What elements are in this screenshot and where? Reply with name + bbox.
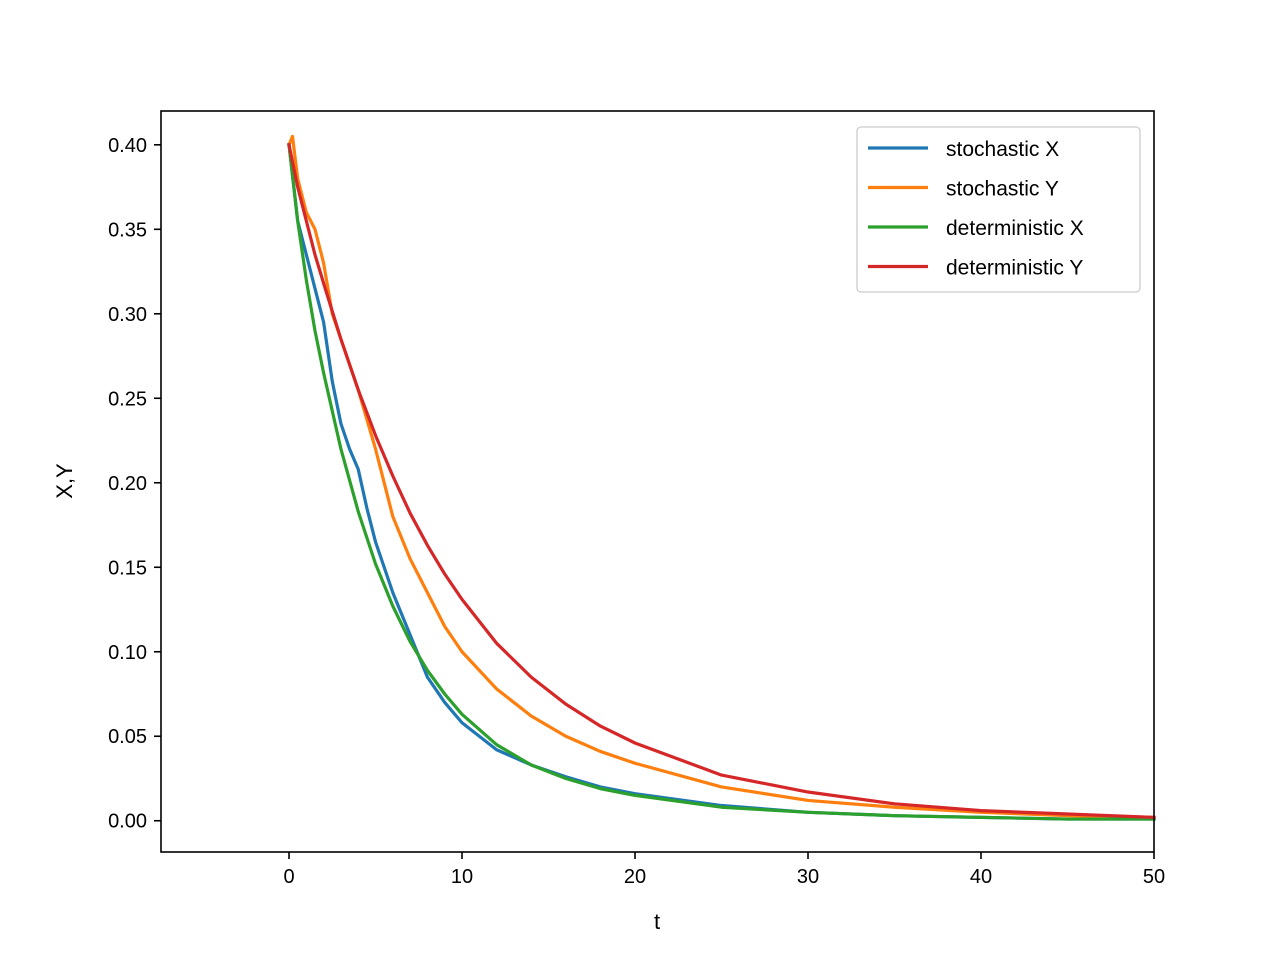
y-tick-label: 0.00 bbox=[108, 811, 147, 833]
y-tick-label: 0.40 bbox=[108, 135, 147, 157]
y-axis: 0.00 0.05 0.10 0.15 0.20 0.25 0.30 0.35 0.40 bbox=[108, 135, 161, 833]
x-tick-label: 40 bbox=[970, 866, 992, 888]
legend-label-1: stochastic Y bbox=[946, 178, 1059, 201]
series-layer bbox=[286, 134, 1156, 821]
x-axis-label: t bbox=[654, 909, 660, 934]
x-tick-label: 50 bbox=[1143, 866, 1165, 888]
y-tick-label: 0.25 bbox=[108, 388, 147, 410]
plot-frame bbox=[160, 110, 1155, 853]
x-axis: 0 10 20 30 40 50 bbox=[283, 852, 1165, 888]
legend-label-3: deterministic Y bbox=[946, 257, 1083, 280]
y-tick-label: 0.30 bbox=[108, 304, 147, 326]
series-line-2 bbox=[287, 143, 1156, 821]
x-tick-label: 0 bbox=[283, 866, 294, 888]
legend-box bbox=[856, 126, 1141, 293]
y-tick-label: 0.05 bbox=[108, 726, 147, 748]
y-axis-label: X,Y bbox=[52, 463, 77, 499]
legend-label-2: deterministic X bbox=[946, 217, 1084, 240]
legend: stochastic X stochastic Y deterministic X d… bbox=[856, 126, 1141, 293]
series-line-3 bbox=[287, 142, 1156, 820]
series-line-1 bbox=[286, 134, 1156, 819]
x-tick-label: 20 bbox=[624, 866, 646, 888]
y-tick-label: 0.15 bbox=[108, 557, 147, 579]
x-tick-label: 30 bbox=[797, 866, 819, 888]
y-tick-label: 0.10 bbox=[108, 642, 147, 664]
x-tick-label: 10 bbox=[451, 866, 473, 888]
legend-label-0: stochastic X bbox=[946, 138, 1059, 161]
y-tick-label: 0.20 bbox=[108, 473, 147, 495]
y-tick-label: 0.35 bbox=[108, 219, 147, 241]
